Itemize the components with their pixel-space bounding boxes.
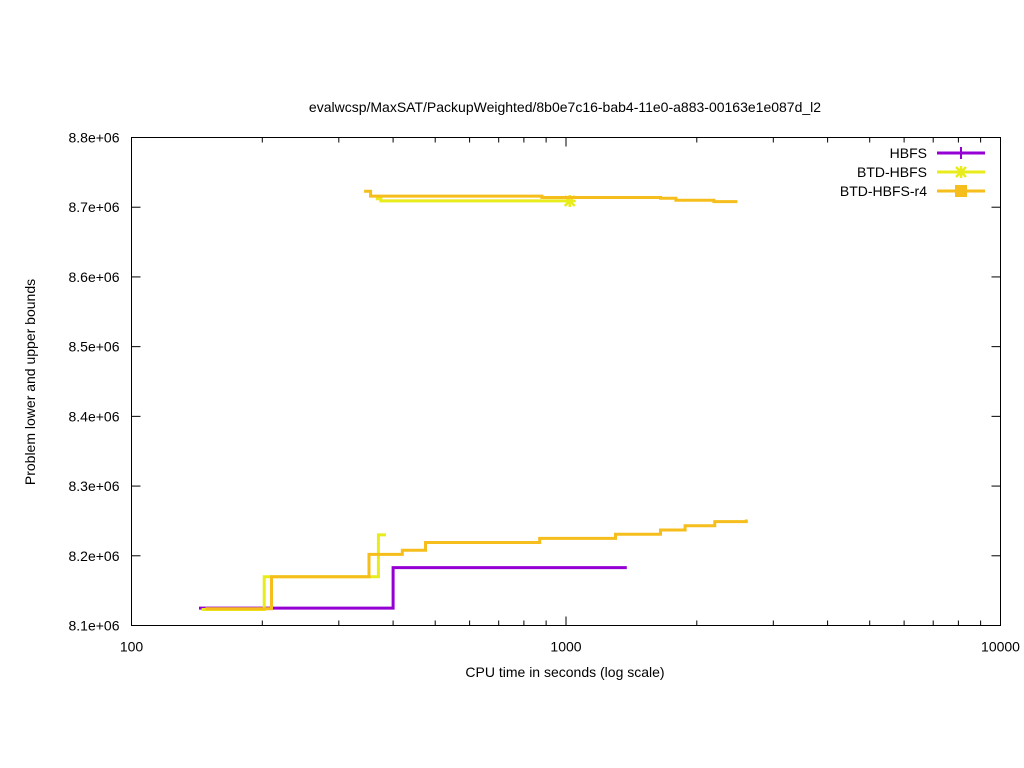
y-tick-label: 8.2e+06 — [69, 548, 120, 564]
legend-label-btd-hbfs-r4: BTD-HBFS-r4 — [840, 183, 927, 199]
x-tick-label: 1000 — [550, 639, 581, 655]
y-axis-label: Problem lower and upper bounds — [22, 279, 38, 485]
plot-area-frame — [131, 137, 1001, 626]
series-layer — [199, 189, 748, 611]
chart-title: evalwcsp/MaxSAT/PackupWeighted/8b0e7c16-… — [309, 99, 821, 115]
y-tick-label: 8.4e+06 — [69, 408, 120, 424]
series-line-hbfs — [199, 566, 627, 610]
legend-label-hbfs: HBFS — [890, 145, 927, 161]
axis-ticks: 8.1e+06 8.2e+06 8.3e+06 8.4e+06 8.5e+06 8.6e+… — [69, 130, 1021, 655]
x-tick-label: 10000 — [981, 639, 1020, 655]
y-tick-label: 8.5e+06 — [69, 339, 120, 355]
series-line-btd-hbfs — [375, 197, 570, 203]
x-axis-label: CPU time in seconds (log scale) — [465, 664, 664, 680]
series-line-btd-hbfs — [201, 533, 386, 611]
series-line-btd-hbfs-r4 — [364, 189, 738, 204]
legend-label-btd-hbfs: BTD-HBFS — [857, 164, 927, 180]
legend: HBFS BTD-HBFS BTD-HBFS-r4 — [840, 145, 985, 199]
legend-marker-btd-hbfs-r4 — [955, 185, 967, 197]
x-tick-label: 100 — [120, 639, 144, 655]
series-marker-btd-hbfs — [563, 194, 576, 207]
y-tick-label: 8.3e+06 — [69, 478, 120, 494]
series-line-btd-hbfs-r4 — [205, 519, 748, 611]
y-tick-label: 8.7e+06 — [69, 199, 120, 215]
y-tick-label: 8.1e+06 — [69, 618, 120, 634]
y-tick-label: 8.6e+06 — [69, 269, 120, 285]
y-tick-label: 8.8e+06 — [69, 130, 120, 146]
legend-marker-hbfs — [955, 147, 967, 159]
legend-marker-btd-hbfs — [955, 166, 967, 178]
